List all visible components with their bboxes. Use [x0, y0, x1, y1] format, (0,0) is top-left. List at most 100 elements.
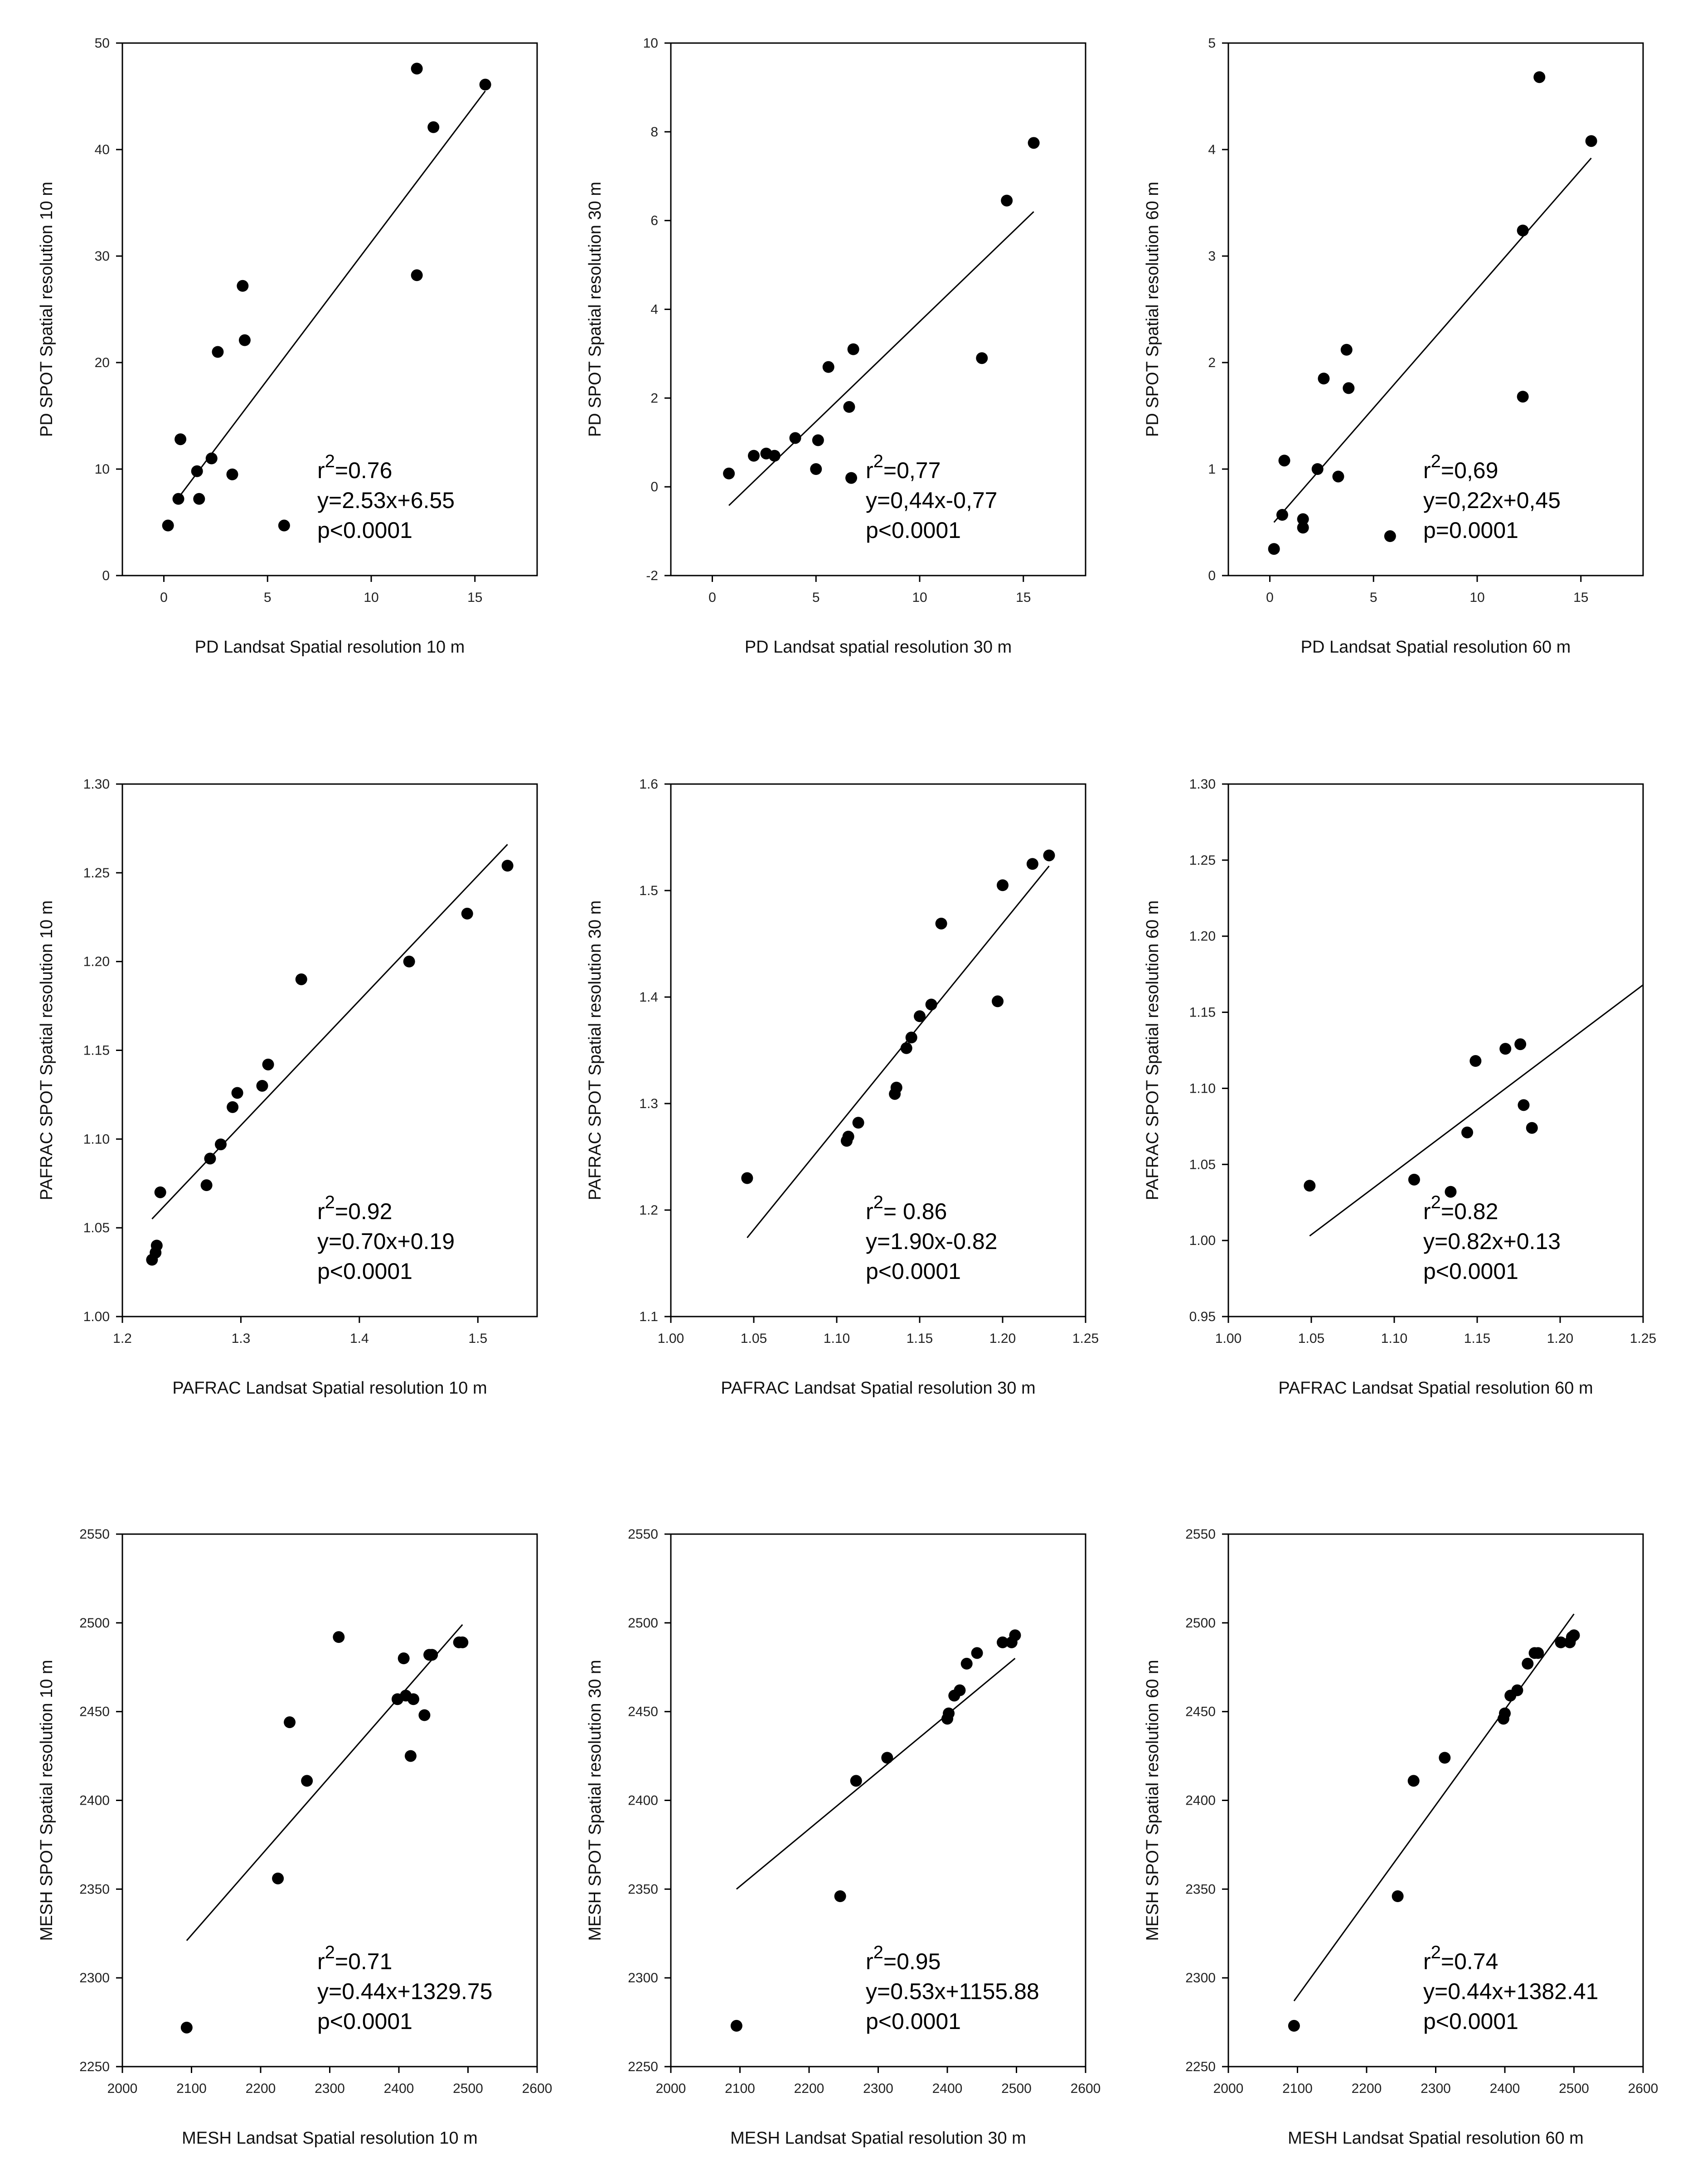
y-tick-label: 1.10 — [1189, 1081, 1216, 1096]
x-tick-label: 2200 — [246, 2081, 276, 2096]
y-tick-label: 1.25 — [1189, 853, 1216, 868]
r-squared-value: =0.74 — [1441, 1949, 1498, 1974]
x-tick-label: 1.10 — [1381, 1331, 1407, 1346]
data-point — [262, 1058, 274, 1070]
data-point — [231, 1087, 243, 1099]
data-point — [212, 346, 224, 358]
x-axis-label: MESH Landsat Spatial resolution 10 m — [182, 2129, 478, 2148]
y-axis-label: PD SPOT Spatial resolution 10 m — [37, 182, 56, 437]
r-squared-annotation: r2=0.82 — [1423, 1192, 1498, 1224]
data-point — [162, 519, 174, 532]
data-point — [398, 1652, 410, 1665]
data-point — [1533, 71, 1546, 83]
data-point — [1318, 373, 1330, 385]
y-tick-label: 1.30 — [83, 777, 110, 792]
data-point — [1514, 1038, 1527, 1051]
r-squared-superscript: 2 — [873, 451, 883, 471]
data-point — [997, 879, 1009, 891]
y-tick-label: 1.1 — [639, 1309, 658, 1324]
data-point — [1009, 1629, 1021, 1642]
y-tick-label: 0 — [102, 568, 110, 583]
data-point — [404, 1750, 417, 1762]
data-point — [992, 995, 1004, 1007]
data-point — [1585, 135, 1597, 147]
x-tick-label: 1.20 — [1547, 1331, 1573, 1346]
y-tick-label: 1.6 — [639, 777, 658, 792]
data-point — [1343, 382, 1355, 394]
data-point — [256, 1080, 268, 1092]
r-symbol: r — [1423, 458, 1431, 483]
data-point — [456, 1636, 469, 1648]
r-squared-value: =0.71 — [335, 1949, 393, 1974]
y-axis-label: PD SPOT Spatial resolution 60 m — [1143, 182, 1162, 437]
r-symbol: r — [1423, 1949, 1431, 1974]
regression-line — [747, 866, 1050, 1239]
y-tick-label: 2250 — [1185, 2059, 1216, 2074]
r-symbol: r — [866, 458, 873, 483]
data-point — [925, 998, 937, 1011]
x-tick-label: 1.15 — [907, 1331, 933, 1346]
data-point — [175, 433, 187, 446]
y-axis-label: MESH SPOT Spatial resolution 10 m — [37, 1660, 56, 1941]
x-tick-label: 5 — [1370, 590, 1377, 605]
y-tick-label: 2300 — [1185, 1971, 1216, 1985]
data-point — [154, 1186, 166, 1198]
data-point — [1297, 522, 1309, 534]
x-tick-label: 15 — [467, 590, 482, 605]
p-value: p<0.0001 — [866, 518, 961, 543]
y-tick-label: 2450 — [1185, 1705, 1216, 1719]
y-tick-label: 0 — [650, 479, 658, 494]
y-tick-label: 2350 — [1185, 1882, 1216, 1897]
p-value: p<0.0001 — [866, 2009, 961, 2034]
data-point — [960, 1657, 973, 1670]
data-point — [227, 1101, 239, 1113]
p-value: p<0.0001 — [317, 2009, 412, 2034]
x-axis-label: PAFRAC Landsat Spatial resolution 30 m — [721, 1379, 1035, 1398]
data-point — [768, 450, 781, 462]
y-axis-label: PAFRAC SPOT Spatial resolution 10 m — [37, 901, 56, 1201]
x-tick-label: 0 — [160, 590, 168, 605]
data-point — [850, 1775, 862, 1787]
x-axis-label: PD Landsat spatial resolution 30 m — [745, 638, 1012, 657]
x-axis-label: PD Landsat Spatial resolution 60 m — [1301, 638, 1571, 657]
data-point — [1522, 1657, 1534, 1670]
x-tick-label: 1.20 — [989, 1331, 1016, 1346]
x-axis-label: PAFRAC Landsat Spatial resolution 60 m — [1278, 1379, 1593, 1398]
data-point — [191, 465, 203, 477]
regression-line — [1273, 157, 1592, 523]
regression-line — [1309, 984, 1644, 1237]
y-tick-label: 2400 — [628, 1793, 658, 1808]
x-tick-label: 1.2 — [113, 1331, 132, 1346]
p-value: p<0.0001 — [866, 1259, 961, 1284]
y-axis-label: PAFRAC SPOT Spatial resolution 30 m — [586, 901, 605, 1201]
r-squared-value: =0,69 — [1441, 458, 1498, 483]
r-symbol: r — [866, 1949, 873, 1974]
data-point — [1407, 1775, 1420, 1787]
data-point — [1511, 1684, 1523, 1696]
x-tick-label: 1.00 — [658, 1331, 684, 1346]
regression-equation: y=0.44x+1329.75 — [317, 1979, 492, 2004]
y-tick-label: 1.15 — [83, 1043, 110, 1058]
regression-equation: y=0,22x+0,45 — [1423, 488, 1561, 513]
data-point — [1028, 137, 1040, 149]
r-squared-value: =0.76 — [335, 458, 393, 483]
x-tick-label: 10 — [364, 590, 378, 605]
data-point — [1568, 1629, 1580, 1642]
data-point — [1461, 1126, 1474, 1138]
data-point — [214, 1138, 227, 1151]
data-point — [461, 907, 473, 920]
data-point — [301, 1775, 313, 1787]
data-point — [226, 468, 238, 480]
r-squared-annotation: r2=0.76 — [317, 451, 392, 483]
data-point — [1532, 1647, 1544, 1659]
x-tick-label: 2600 — [1071, 2081, 1101, 2096]
y-tick-label: 0.95 — [1189, 1309, 1216, 1324]
y-tick-label: 1 — [1208, 462, 1216, 477]
y-axis-label: PD SPOT Spatial resolution 30 m — [586, 182, 605, 437]
regression-equation: y=1.90x-0.82 — [866, 1229, 997, 1254]
data-point — [914, 1010, 926, 1022]
x-tick-label: 10 — [912, 590, 927, 605]
y-tick-label: 2 — [1208, 355, 1216, 370]
data-point — [238, 334, 251, 346]
data-point — [295, 973, 307, 985]
